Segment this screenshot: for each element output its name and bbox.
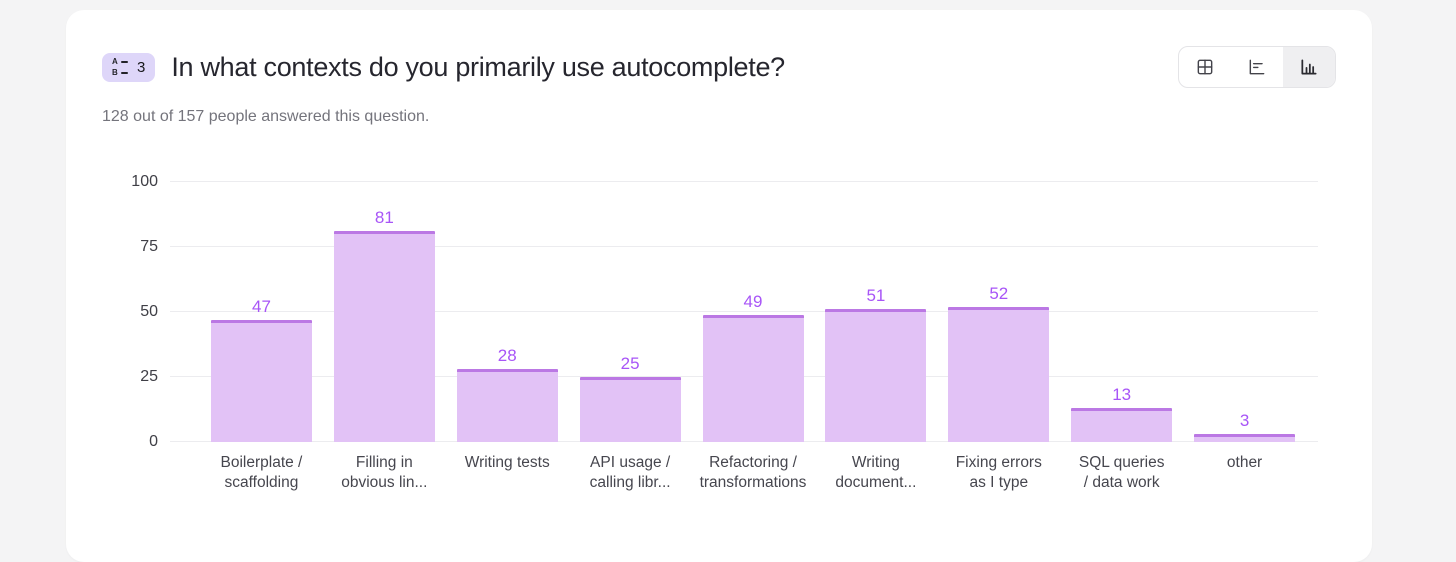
y-tick-label: 100 [131, 173, 158, 190]
bar-value-label: 25 [620, 354, 640, 373]
bars-row: 47 81 28 25 49 51 52 13 3 [170, 182, 1318, 442]
y-tick-label: 25 [140, 368, 158, 385]
x-axis-label: other [1226, 454, 1263, 471]
bar-column: 51 [814, 182, 937, 442]
bar-column: 25 [569, 182, 692, 442]
x-axis-label: Refactoring / transformations [699, 454, 807, 492]
y-axis: 0 25 50 75 100 [102, 174, 170, 450]
question-number-badge: A B 3 [102, 52, 156, 82]
bar [948, 306, 1050, 442]
x-axis-label: Writing document... [835, 454, 917, 492]
x-axis-label: Filling in obvious lin... [341, 454, 428, 492]
bar [333, 231, 435, 442]
bar-value-label: 3 [1239, 411, 1250, 431]
x-axis-label: Fixing errors as I type [955, 454, 1042, 492]
bar-column: 52 [937, 182, 1060, 442]
y-tick-label: 50 [140, 303, 158, 320]
bar-value-label: 51 [866, 286, 886, 306]
plot-wrap: 47 81 28 25 49 51 52 13 3 Boilerplate / scaffoldi… [170, 181, 1318, 493]
icon-dash [121, 60, 128, 63]
y-tick-label: 0 [149, 433, 158, 450]
bar-value-label: 49 [743, 291, 763, 311]
bar-value-label: 52 [989, 283, 1009, 303]
vertical-bar-view-button[interactable] [1283, 47, 1335, 87]
bar-chart-vertical-icon [1301, 59, 1317, 75]
bar-column: 3 [1183, 182, 1306, 442]
icon-letter-b: B [112, 67, 118, 77]
gridline [170, 181, 1318, 182]
question-card: A B 3 In what contexts do you primarily … [66, 10, 1372, 562]
bar-column: 49 [692, 182, 815, 442]
question-number: 3 [137, 58, 146, 76]
icon-letter-a: A [112, 56, 118, 66]
x-axis-label: SQL queries / data work [1078, 454, 1165, 492]
bar [1071, 408, 1173, 442]
bar-chart: 0 25 50 75 100 47 81 28 25 49 51 52 13 3 Boilerplate… [102, 174, 1318, 493]
bar [579, 377, 681, 442]
alphabetical-list-icon: A B [112, 56, 128, 77]
x-axis-label: Writing tests [464, 454, 550, 471]
bar-column: 81 [323, 182, 446, 442]
bar-value-label: 28 [497, 346, 517, 366]
x-axis-label: API usage / calling libr... [589, 454, 671, 492]
view-toggle-group [1178, 46, 1336, 88]
gridline [170, 311, 1318, 312]
gridline [170, 246, 1318, 247]
x-axis: Boilerplate / scaffolding Filling in obviou… [170, 453, 1318, 493]
plot-area: 47 81 28 25 49 51 52 13 3 [170, 181, 1318, 442]
bar-value-label: 13 [1112, 385, 1132, 405]
grid-icon [1197, 59, 1213, 75]
bar [456, 369, 558, 442]
horizontal-bar-view-button[interactable] [1231, 47, 1283, 87]
bar [825, 309, 927, 442]
response-count-text: 128 out of 157 people answered this ques… [102, 108, 430, 125]
x-axis-label: Boilerplate / scaffolding [220, 454, 303, 492]
bar-value-label: 47 [251, 296, 271, 316]
bar-column: 28 [446, 182, 569, 442]
question-title: In what contexts do you primarily use au… [171, 51, 785, 82]
y-tick-label: 75 [140, 238, 158, 255]
table-view-button[interactable] [1179, 47, 1231, 87]
bar [702, 314, 804, 442]
question-header: A B 3 In what contexts do you primarily … [102, 46, 1336, 88]
icon-dash [121, 71, 128, 74]
bar-column: 47 [200, 182, 323, 442]
bar-column: 13 [1060, 182, 1183, 442]
bar-chart-horizontal-icon [1249, 59, 1265, 75]
bar [1194, 434, 1296, 442]
bar-value-label: 81 [374, 208, 394, 228]
bar [210, 319, 312, 442]
